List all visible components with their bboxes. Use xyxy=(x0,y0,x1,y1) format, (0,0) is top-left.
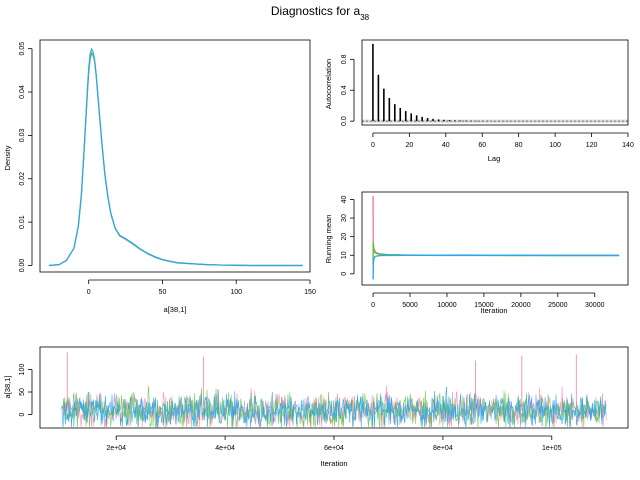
autocorrelation-y-tick-label: 0.8 xyxy=(341,54,348,64)
trace-y-tick-label: 100 xyxy=(19,364,26,376)
running_mean-x-tick-label: 5000 xyxy=(402,302,418,309)
autocorrelation-panel: 0 20 40 60 80 100 120 140 0.0 0.4 0.8 Lag Autocorrel… xyxy=(324,39,634,163)
running_mean-y-label: Running mean xyxy=(324,215,333,264)
density-x-tick-label: 100 xyxy=(230,289,242,296)
density-panel: 0 50 100 150 0.00 0.01 0.02 0.03 0.04 0.05 a[38,1]… xyxy=(3,39,316,314)
density-plot-frame xyxy=(39,39,311,273)
density-y-tick-label: 0.04 xyxy=(19,85,26,99)
trace-series-line xyxy=(61,386,607,428)
running-mean-panel: 0 5000 10000 15000 20000 25000 30000 0 10 20 30 40 I… xyxy=(324,191,629,315)
trace-x-tick-label: 2e+04 xyxy=(106,445,126,452)
figure-title: Diagnostics for a38 xyxy=(271,4,370,22)
trace-panel: 2e+04 4e+04 6e+04 8e+04 1e+05 0 50 100 Iteration… xyxy=(3,346,629,468)
autocorrelation-x-label: Lag xyxy=(488,154,501,163)
density-y-tick-label: 0.02 xyxy=(19,172,26,186)
trace-series-line xyxy=(61,385,607,428)
density-y-tick-label: 0.05 xyxy=(19,42,26,56)
running_mean-x-tick-label: 25000 xyxy=(548,302,568,309)
autocorrelation-plot-frame xyxy=(361,39,629,126)
autocorrelation-x-tick-label: 120 xyxy=(586,142,598,149)
running_mean-x-tick-label: 15000 xyxy=(474,302,494,309)
running_mean-y-tick-label: 30 xyxy=(341,214,348,222)
autocorrelation-x-tick-label: 140 xyxy=(622,142,634,149)
trace-y-label: a[38,1] xyxy=(3,376,12,399)
running_mean-x-label: Iteration xyxy=(480,306,507,315)
density-y-tick-label: 0.00 xyxy=(19,259,26,273)
density-x-tick-label: 150 xyxy=(304,289,316,296)
trace-x-tick-label: 8e+04 xyxy=(433,445,453,452)
running_mean-y-tick-label: 40 xyxy=(341,195,348,203)
running_mean-y-tick-label: 20 xyxy=(341,233,348,241)
running-mean-series-line xyxy=(372,254,620,280)
density-x-tick-label: 0 xyxy=(87,289,91,296)
autocorrelation-x-tick-label: 40 xyxy=(442,142,450,149)
autocorrelation-y-tick-label: 0.4 xyxy=(341,85,348,95)
autocorrelation-y-label: Autocorrelation xyxy=(324,59,333,109)
running_mean-y-tick-label: 0 xyxy=(341,272,348,276)
density-x-tick-label: 50 xyxy=(159,289,167,296)
trace-x-label: Iteration xyxy=(320,459,347,468)
trace-y-tick-label: 0 xyxy=(19,412,26,416)
trace-x-tick-label: 1e+05 xyxy=(542,445,562,452)
running-mean-series-line xyxy=(372,195,620,256)
running_mean-x-tick-label: 10000 xyxy=(437,302,457,309)
density-series-line xyxy=(48,52,303,267)
running_mean-plot-frame xyxy=(361,191,629,286)
autocorrelation-y-tick-label: 0.0 xyxy=(341,116,348,126)
running_mean-y-tick-label: 10 xyxy=(341,251,348,259)
density-y-tick-label: 0.01 xyxy=(19,215,26,229)
density-y-tick-label: 0.03 xyxy=(19,128,26,142)
autocorrelation-x-tick-label: 0 xyxy=(371,142,375,149)
density-y-label: Density xyxy=(3,145,12,170)
running_mean-x-tick-label: 0 xyxy=(371,302,375,309)
trace-plot-frame xyxy=(39,346,629,429)
running_mean-x-tick-label: 20000 xyxy=(511,302,531,309)
density-series-line xyxy=(48,47,303,267)
trace-x-tick-label: 6e+04 xyxy=(324,445,344,452)
trace-x-tick-label: 4e+04 xyxy=(215,445,235,452)
running-mean-series-line xyxy=(372,242,620,265)
density-x-label: a[38,1] xyxy=(164,305,187,314)
autocorrelation-x-tick-label: 20 xyxy=(405,142,413,149)
trace-y-tick-label: 50 xyxy=(19,388,26,396)
autocorrelation-x-tick-label: 80 xyxy=(515,142,523,149)
autocorrelation-x-tick-label: 60 xyxy=(478,142,486,149)
running_mean-x-tick-label: 30000 xyxy=(585,302,605,309)
density-series-line xyxy=(48,51,303,267)
autocorrelation-x-tick-label: 100 xyxy=(549,142,561,149)
